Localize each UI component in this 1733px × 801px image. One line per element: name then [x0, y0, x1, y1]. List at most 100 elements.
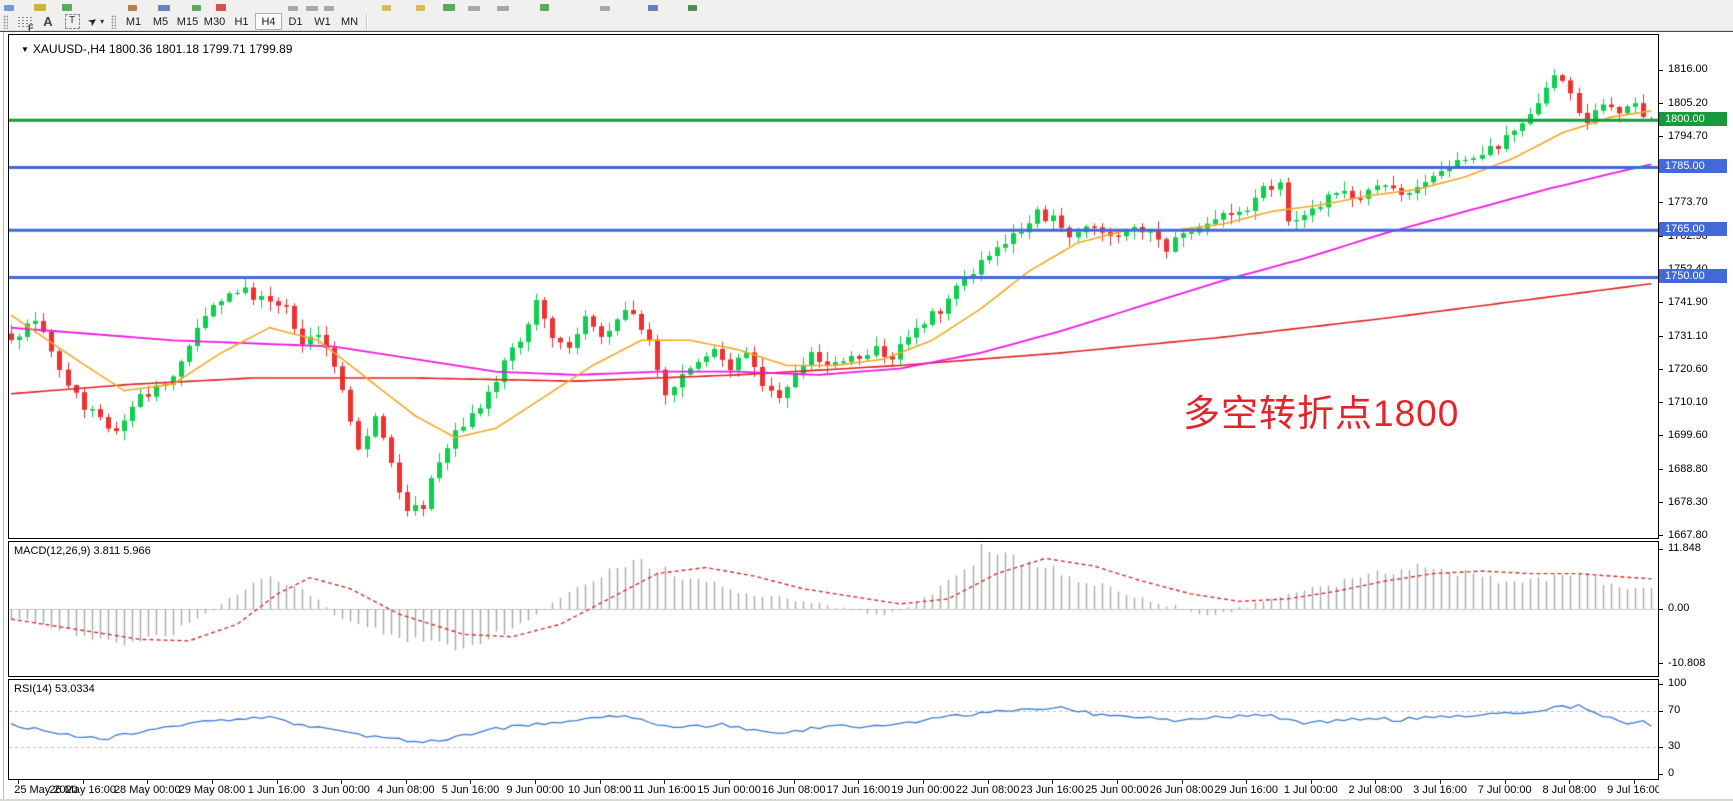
time-axis-label: 16 Jun 08:00	[761, 784, 826, 796]
macd-scale-label: 11.848	[1668, 542, 1701, 555]
time-tick	[18, 780, 19, 784]
macd-panel[interactable]: MACD(12,26,9) 3.811 5.966	[8, 541, 1659, 677]
rsi-scale-label: 70	[1668, 704, 1681, 716]
price-scale-label: 1678.30	[1668, 495, 1708, 508]
time-axis-label: 26 Jun 08:00	[1149, 784, 1214, 796]
main-price-panel[interactable]: ▼ XAUUSD-,H4 1800.36 1801.18 1799.71 1799…	[8, 34, 1659, 539]
line-studies-group: F A T ➤ ▾	[12, 13, 108, 32]
scale-tick	[1659, 608, 1663, 610]
rsi-scale-label: 30	[1668, 740, 1681, 752]
clipped-icon	[62, 4, 72, 11]
chart-title-text: XAUUSD-,H4 1800.36 1801.18 1799.71 1799.…	[32, 42, 293, 56]
annotation-text[interactable]: 多空转折点1800	[1183, 393, 1460, 434]
scale-tick	[1659, 202, 1663, 204]
time-tick	[341, 780, 342, 784]
timeframe-button-W1[interactable]: W1	[314, 16, 331, 28]
timeframe-button-M1[interactable]: M1	[125, 16, 142, 28]
scale-tick	[1659, 69, 1663, 71]
macd-label: MACD(12,26,9) 3.811 5.966	[14, 545, 151, 557]
clipped-icon	[540, 4, 549, 11]
price-scale-label: 1699.60	[1668, 428, 1708, 441]
time-axis[interactable]: 25 May 2020 26 May 16:00 28 May 00:00 29 Ma…	[8, 780, 1659, 800]
tool-text-label-button[interactable]: T	[60, 13, 84, 30]
scale-tick	[1659, 773, 1663, 775]
clipped-icon	[288, 6, 298, 11]
price-chart-canvas[interactable]	[9, 35, 1658, 538]
time-tick	[470, 780, 471, 784]
rsi-panel[interactable]: RSI(14) 53.0334	[8, 679, 1659, 780]
clipped-icon	[468, 6, 480, 11]
time-tick	[406, 780, 407, 784]
price-scale-label: 1720.60	[1668, 362, 1708, 375]
time-tick	[1182, 780, 1183, 784]
time-axis-label: 7 Jul 00:00	[1477, 784, 1532, 796]
time-tick	[1634, 780, 1635, 784]
scale-tick	[1659, 103, 1663, 105]
time-axis-label: 11 Jun 16:00	[632, 784, 696, 796]
price-scale[interactable]: 1816.001805.201794.701784.201773.701762.…	[1659, 32, 1733, 780]
toolbar-drag-handle[interactable]	[111, 14, 116, 29]
clipped-icon	[216, 4, 226, 11]
macd-scale-label: 0.00	[1668, 602, 1690, 614]
macd-canvas[interactable]	[9, 542, 1658, 676]
time-axis-label: 4 Jun 08:00	[377, 784, 435, 796]
toolbar-separator	[366, 13, 368, 30]
time-tick	[988, 780, 989, 784]
hline-price-tag[interactable]: 1800.00	[1659, 112, 1727, 127]
tool-arrows-button[interactable]: ➤ ▾	[84, 13, 108, 30]
toolbar-drag-handle[interactable]	[3, 14, 8, 29]
price-scale-label: 1816.00	[1668, 63, 1708, 75]
scale-tick	[1659, 502, 1663, 504]
timeframe-button-H1[interactable]: H1	[234, 16, 249, 28]
time-tick	[277, 780, 278, 784]
timeframe-button-H4[interactable]: H4	[255, 13, 282, 30]
clipped-icon	[306, 6, 318, 11]
rsi-canvas[interactable]	[9, 680, 1658, 779]
timeframe-button-D1[interactable]: D1	[288, 16, 303, 28]
hline-price-tag[interactable]: 1785.00	[1659, 159, 1727, 174]
chart-title: ▼ XAUUSD-,H4 1800.36 1801.18 1799.71 1799…	[21, 42, 292, 56]
arrows-icon: ➤	[85, 14, 100, 30]
time-axis-label: 3 Jul 16:00	[1413, 784, 1467, 796]
scale-tick	[1659, 336, 1663, 338]
toolbar-tools-row: F A T ➤ ▾ M1 M5 M15 M30 H1 H4 D1 W1 MN	[0, 12, 1733, 32]
time-axis-label: 1 Jul 00:00	[1283, 784, 1338, 796]
rsi-scale-label: 0	[1668, 767, 1675, 779]
tool-fibonacci-retracement-button[interactable]: F	[12, 13, 36, 32]
scale-tick	[1659, 136, 1663, 138]
time-axis-label: 9 Jul 16:00	[1607, 784, 1659, 796]
rsi-label: RSI(14) 53.0334	[14, 683, 95, 695]
clipped-icon	[128, 5, 137, 11]
time-tick	[1052, 780, 1053, 784]
time-axis-label: 26 May 16:00	[49, 784, 116, 796]
timeframe-button-M5[interactable]: M5	[152, 16, 169, 28]
timeframe-button-MN[interactable]: MN	[340, 16, 359, 28]
hline-price-tag[interactable]: 1750.00	[1659, 269, 1727, 284]
hline-price-tag[interactable]: 1765.00	[1659, 222, 1727, 237]
clipped-icon	[324, 6, 334, 11]
time-axis-label: 5 Jun 16:00	[441, 784, 500, 796]
toolbar-row-clipped	[0, 0, 1733, 12]
clipped-icon	[648, 5, 658, 11]
clipped-icon	[443, 4, 455, 11]
scale-tick	[1659, 402, 1663, 404]
time-tick	[1246, 780, 1247, 784]
timeframe-button-M30[interactable]: M30	[203, 16, 226, 28]
chevron-down-icon: ▾	[100, 17, 105, 26]
time-axis-label: 8 Jul 08:00	[1542, 784, 1597, 796]
macd-scale-label: -10.808	[1668, 656, 1706, 669]
price-scale-label: 1741.90	[1668, 295, 1708, 308]
chart-window: ▼ XAUUSD-,H4 1800.36 1801.18 1799.71 1799…	[0, 31, 1733, 801]
time-axis-label: 28 May 00:00	[113, 784, 181, 796]
scale-tick	[1659, 302, 1663, 304]
toolbar: F A T ➤ ▾ M1 M5 M15 M30 H1 H4 D1 W1 MN	[0, 0, 1733, 32]
chart-dropdown-icon[interactable]: ▼	[21, 45, 29, 54]
clipped-icon	[34, 4, 46, 11]
timeframe-button-M15[interactable]: M15	[176, 16, 199, 28]
time-axis-label: 15 Jun 00:00	[697, 784, 761, 796]
scale-tick	[1659, 369, 1663, 371]
clipped-icon	[192, 5, 201, 11]
fibonacci-icon: F	[16, 15, 34, 32]
price-scale-label: 1731.10	[1668, 329, 1708, 342]
tool-text-button[interactable]: A	[36, 13, 60, 30]
